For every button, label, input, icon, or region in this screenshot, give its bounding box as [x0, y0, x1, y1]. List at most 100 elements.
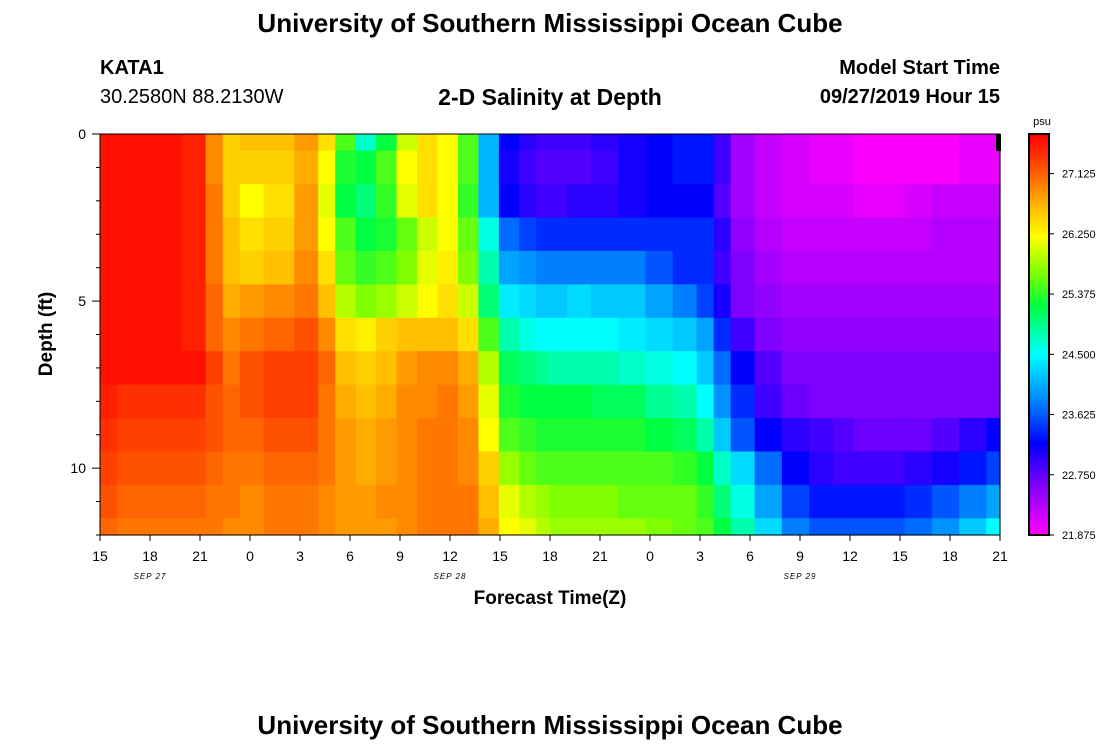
heatmap-cell — [618, 384, 647, 419]
heatmap-cell — [904, 484, 933, 519]
heatmap-cell — [117, 184, 152, 219]
heatmap-cell — [567, 250, 592, 285]
heatmap-cell — [437, 351, 459, 386]
heatmap-cell — [645, 351, 674, 386]
x-tick-label: 9 — [396, 548, 404, 564]
heatmap-cell — [396, 134, 418, 152]
heatmap-cell — [645, 518, 674, 536]
heatmap-cell — [376, 134, 398, 152]
heatmap-cell — [672, 284, 698, 319]
heatmap-cell — [335, 518, 357, 536]
heatmap-cell — [100, 184, 118, 219]
heatmap-cell — [696, 418, 715, 453]
colorbar-tick-label: 22.750 — [1062, 470, 1096, 482]
heatmap-cell — [959, 351, 987, 386]
heatmap-cell — [730, 484, 756, 519]
heatmap-cell — [117, 451, 152, 486]
heatmap-cell — [117, 384, 152, 419]
heatmap-cell — [590, 351, 619, 386]
heatmap-cell — [222, 134, 241, 152]
heatmap-cell — [931, 418, 960, 453]
colorbar-tick-label: 26.250 — [1062, 229, 1096, 241]
heatmap-cell — [877, 484, 906, 519]
heatmap-cell — [239, 184, 265, 219]
heatmap-cell — [754, 184, 783, 219]
heatmap-cell — [904, 250, 933, 285]
heatmap-cell — [100, 484, 118, 519]
station-coordinates: 30.2580N 88.2130W — [100, 86, 284, 108]
heatmap-cell — [931, 317, 960, 352]
heatmap-cell — [832, 384, 854, 419]
heatmap-cell — [832, 518, 854, 536]
heatmap-cell — [904, 284, 933, 319]
heatmap-cell — [318, 418, 336, 453]
heatmap-cell — [809, 384, 834, 419]
heatmap-cell — [672, 451, 698, 486]
heatmap-cell — [931, 351, 960, 386]
heatmap-cell — [205, 384, 224, 419]
heatmap-cell — [396, 150, 418, 185]
heatmap-cell — [519, 217, 537, 252]
heatmap-cell — [713, 418, 732, 453]
heatmap-cell — [696, 184, 715, 219]
heatmap-cell — [904, 351, 933, 386]
heatmap-cell — [730, 451, 756, 486]
heatmap-cell — [263, 451, 295, 486]
heatmap-cell — [318, 451, 336, 486]
heatmap-cell — [618, 451, 647, 486]
heatmap-cell — [567, 384, 592, 419]
heatmap-cell — [853, 518, 878, 536]
heatmap-cell — [239, 351, 265, 386]
heatmap-cell — [618, 250, 647, 285]
heatmap-cell — [590, 418, 619, 453]
heatmap-cell — [181, 184, 207, 219]
heatmap-cell — [931, 150, 960, 185]
y-tick-labels: 0 5 10 — [70, 126, 86, 476]
heatmap-cell — [618, 418, 647, 453]
page-title-bottom: University of Southern Mississippi Ocean… — [257, 710, 843, 740]
heatmap-cell — [781, 518, 810, 536]
heatmap-cell — [877, 351, 906, 386]
heatmap-cell — [457, 217, 479, 252]
heatmap-cell — [986, 451, 1001, 486]
heatmap-cell — [355, 150, 377, 185]
heatmap-cell — [931, 451, 960, 486]
heatmap-cell — [550, 284, 568, 319]
heatmap-cell — [478, 317, 500, 352]
heatmap-cell — [931, 217, 960, 252]
heatmap-cell — [536, 134, 551, 152]
heatmap-cell — [645, 250, 674, 285]
heatmap-cell — [809, 250, 834, 285]
heatmap-cell — [478, 418, 500, 453]
heatmap-cell — [396, 484, 418, 519]
heatmap-cell — [151, 217, 183, 252]
heatmap-cell — [151, 451, 183, 486]
heatmap-cell — [478, 184, 500, 219]
heatmap-cell — [151, 484, 183, 519]
date-labels: SEP 27 SEP 28 SEP 29 — [134, 572, 816, 581]
heatmap-cell — [181, 134, 207, 152]
heatmap-cell — [117, 250, 152, 285]
heatmap-cell — [754, 134, 783, 152]
heatmap-cell — [550, 451, 568, 486]
heatmap-cell — [832, 184, 854, 219]
heatmap-cell — [832, 351, 854, 386]
heatmap-cell — [151, 184, 183, 219]
heatmap-cell — [437, 384, 459, 419]
heatmap-cell — [117, 134, 152, 152]
heatmap-cell — [618, 317, 647, 352]
heatmap-cell — [832, 284, 854, 319]
heatmap-cell — [417, 150, 439, 185]
heatmap-cell — [335, 134, 357, 152]
heatmap-cell — [437, 217, 459, 252]
heatmap-cell — [294, 284, 319, 319]
heatmap-cell — [294, 184, 319, 219]
heatmap-cell — [567, 284, 592, 319]
heatmap-cell — [294, 317, 319, 352]
heatmap-cell — [986, 184, 1001, 219]
heatmap-cell — [645, 484, 674, 519]
heatmap-cell — [498, 184, 520, 219]
heatmap-cell — [959, 451, 987, 486]
heatmap-cell — [100, 150, 118, 185]
heatmap-cell — [959, 317, 987, 352]
